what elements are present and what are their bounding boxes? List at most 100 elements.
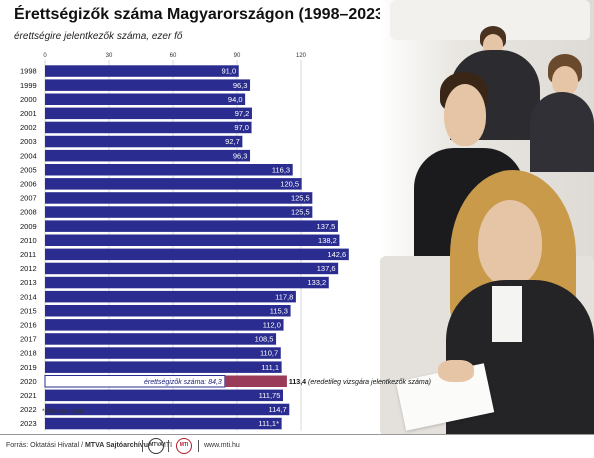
bar: [45, 248, 350, 261]
bar: [45, 361, 283, 373]
year-label: 2001: [20, 109, 37, 118]
chart-title: Érettségizők száma Magyarországon (1998–…: [14, 6, 390, 23]
year-label: 2017: [20, 335, 37, 344]
year-label: 2022: [20, 405, 37, 414]
value-label: 91,0: [222, 67, 237, 76]
bar: [45, 319, 284, 331]
value-label: 117,8: [275, 292, 293, 301]
value-label: 115,3: [270, 306, 288, 315]
value-label: 125,5: [291, 208, 310, 217]
bar: [45, 262, 339, 275]
bar-series: 1998 91,0 1999 96,3 2000 94,0 2001 97,2 2002 97,0…: [20, 65, 350, 430]
year-label: 2023: [20, 419, 37, 428]
year-label: 2016: [20, 320, 37, 329]
year-label: 2013: [20, 278, 37, 287]
inner-label-2020: érettségizők száma: 84,3: [144, 379, 222, 386]
year-label: 1999: [20, 81, 37, 90]
value-label: 133,2: [307, 278, 326, 287]
bar: [45, 347, 282, 359]
x-tick-label: 0: [43, 53, 47, 59]
bar: [45, 79, 251, 91]
bar: [45, 164, 294, 176]
value-label: 142,6: [327, 250, 346, 259]
year-label: 2021: [20, 391, 37, 400]
exam-students-photo: [380, 0, 594, 436]
value-label: 110,7: [260, 349, 278, 358]
footer-divider: [142, 440, 143, 452]
value-label: 114,7: [268, 405, 286, 414]
outer-label-2020: 113,4 (eredetileg vizsgára jelentkezők s…: [289, 379, 431, 386]
footer-divider: [168, 440, 169, 452]
source-prefix: Forrás: Oktatási Hivatal /: [6, 442, 85, 449]
value-label: 137,6: [317, 264, 336, 273]
year-label: 2007: [20, 194, 37, 203]
source-org: MTVA Sajtóarchívum: [84, 442, 155, 449]
source-suffix: / MTI: [156, 442, 173, 449]
x-tick-label: 60: [170, 53, 177, 59]
year-label: 2008: [20, 208, 37, 217]
value-label: 92,7: [225, 137, 240, 146]
value-label: 96,3: [233, 151, 248, 160]
year-label: 2006: [20, 179, 37, 188]
footer-bar: Forrás: Oktatási Hivatal / MTVA Sajtóarc…: [0, 434, 594, 458]
mtva-logo: MTVA: [148, 438, 164, 454]
outer-note-2020: (eredetileg vizsgára jelentkezők száma): [308, 379, 431, 386]
bar: [45, 135, 243, 148]
value-label: 125,5: [291, 194, 310, 203]
year-label: 2018: [20, 349, 37, 358]
value-label: 111,75: [259, 391, 281, 400]
value-label: 138,2: [318, 236, 337, 245]
bar: [45, 206, 313, 218]
value-label: 112,0: [263, 320, 281, 329]
bar: [45, 149, 251, 162]
year-label: 2004: [20, 151, 37, 160]
site-url: www.mti.hu: [204, 442, 240, 449]
bar: [45, 403, 290, 416]
year-label: 2002: [20, 123, 37, 132]
value-label: 96,3: [233, 81, 248, 90]
bar: [45, 220, 339, 232]
value-label: 94,0: [228, 95, 243, 104]
mti-logo: MTI: [176, 438, 192, 454]
year-label: 2005: [20, 165, 37, 174]
year-label: 2000: [20, 95, 37, 104]
year-label: 2019: [20, 363, 37, 372]
chart-subtitle: érettségire jelentkezők száma, ezer fő: [14, 31, 183, 42]
year-label: 2012: [20, 264, 37, 273]
source-credit: Forrás: Oktatási Hivatal / MTVA Sajtóarc…: [6, 442, 172, 449]
value-label: 111,1: [261, 363, 279, 372]
year-label: 1998: [20, 67, 37, 76]
outer-value-2020: 113,4: [289, 379, 308, 386]
footer-divider: [198, 440, 199, 452]
x-tick-label: 120: [296, 53, 307, 59]
value-label: 111,1*: [258, 419, 279, 428]
value-label: 108,5: [255, 335, 274, 344]
value-label: 137,5: [317, 222, 336, 231]
year-label: 2020: [20, 377, 37, 386]
bar-extension-2020: [224, 375, 287, 387]
x-tick-label: 90: [234, 53, 241, 59]
bar: [45, 178, 303, 190]
bar: [45, 107, 253, 120]
year-label: 2015: [20, 306, 37, 315]
bar: [45, 290, 297, 303]
year-label: 2014: [20, 292, 37, 301]
value-label: 120,5: [280, 179, 299, 188]
year-label: 2011: [20, 250, 36, 259]
x-axis-ticks: 0 30 60 90 120: [43, 53, 306, 59]
annotation-2020: érettségizők száma: 84,3 113,4 (eredetile…: [144, 379, 431, 386]
bar: [45, 276, 330, 289]
bar: [45, 389, 284, 402]
bar: [45, 234, 340, 246]
bar: [45, 417, 283, 430]
x-tick-label: 30: [106, 53, 113, 59]
year-label: 2009: [20, 222, 37, 231]
year-label: 2010: [20, 236, 37, 245]
footnote: *előzetes adat: [42, 408, 84, 415]
value-label: 97,0: [234, 123, 249, 132]
value-label: 97,2: [235, 109, 250, 118]
value-label: 116,3: [272, 165, 290, 174]
bar: [45, 65, 240, 77]
bar: [45, 305, 291, 317]
